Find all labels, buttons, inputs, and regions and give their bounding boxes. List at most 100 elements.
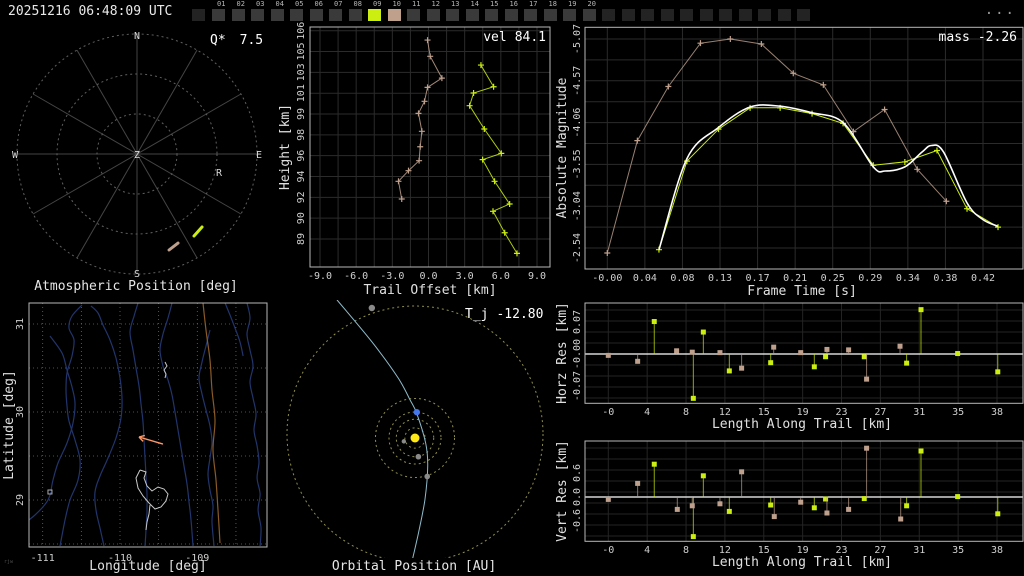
tick-label: 4 [644, 545, 650, 556]
overflow-menu[interactable]: ... [984, 2, 1016, 18]
tick-label: -0 [602, 545, 614, 556]
tick-label: 99 [296, 108, 307, 120]
data-point-marker [501, 229, 508, 236]
panel-horz-residuals: -0 4 8 12 15 19 23 27 31 35 38 0.07 -0.00 -0.07 [572, 302, 1024, 418]
tab-16[interactable]: 16 [504, 0, 524, 24]
tab-02[interactable]: 02 [231, 0, 251, 24]
map-river [29, 491, 52, 521]
residual-point-yellow [861, 496, 867, 502]
compass-south-label: S [134, 269, 140, 280]
tick-label: 19 [797, 407, 809, 418]
tab-17[interactable]: 17 [524, 0, 543, 24]
tab-19[interactable]: 19 [563, 0, 582, 24]
tab-12[interactable]: 12 [426, 0, 446, 24]
tab-10[interactable]: 10 [387, 0, 407, 24]
data-point-marker [697, 40, 704, 47]
tab-08[interactable]: 08 [348, 0, 368, 24]
tab-03[interactable]: 03 [251, 0, 270, 24]
timestamp: 20251216 06:48:09 UTC [8, 4, 173, 19]
tab-13[interactable]: 13 [446, 0, 465, 24]
tick-label: 12 [719, 545, 731, 556]
lightcurve-y-title: Absolute Magnitude [555, 77, 570, 218]
data-point-marker [416, 157, 423, 164]
data-point-marker [491, 178, 498, 185]
tick-label: -6.0 [344, 271, 368, 282]
tick-label: -109 [185, 553, 209, 564]
map-river [129, 303, 148, 547]
ground-track-arrow [138, 436, 164, 445]
tick-label: 9.0 [528, 271, 546, 282]
polar-title: Atmospheric Position [deg] [34, 279, 238, 294]
residual-point-tan [864, 445, 870, 451]
horz-y-title: Horz Res [km] [555, 302, 570, 404]
tick-label: 31 [913, 407, 925, 418]
tick-label: 8 [683, 545, 689, 556]
residual-point-yellow [861, 354, 867, 360]
residual-point-tan [864, 376, 870, 382]
tick-label: 105 [296, 42, 307, 60]
residual-point-yellow [700, 329, 706, 335]
tab-07[interactable]: 07 [329, 0, 348, 24]
tab-15[interactable]: 15 [485, 0, 504, 24]
residual-point-yellow [700, 473, 706, 479]
tab-06[interactable]: 06 [309, 0, 329, 24]
map-urban-outline [135, 469, 169, 510]
tick-label: -4.57 [572, 66, 583, 96]
tab-blank [797, 0, 816, 24]
residual-point-tan [798, 499, 804, 505]
data-point-marker [481, 126, 488, 133]
data-point-marker [489, 208, 496, 215]
tick-label: 0.38 [933, 273, 957, 284]
tick-label: 96 [296, 150, 307, 162]
residual-point-yellow [955, 351, 961, 357]
tick-label: 94 [296, 170, 307, 182]
residual-point-tan [824, 346, 830, 352]
panel-atmospheric-position [16, 33, 258, 275]
data-point-marker [490, 83, 497, 90]
tab-01[interactable]: 01 [212, 0, 231, 24]
residual-point-tan [689, 349, 695, 355]
meteoroid-trajectory [336, 300, 429, 558]
data-point-marker [964, 205, 971, 212]
mass-stat: mass -2.26 [939, 30, 1017, 45]
planet-jupiter [368, 304, 376, 312]
tab-04[interactable]: 04 [270, 0, 290, 24]
tab-20[interactable]: 20 [582, 0, 602, 24]
planet-orbit [374, 397, 456, 479]
data-point-marker [634, 137, 641, 144]
tick-label: 103 [296, 63, 307, 81]
data-point-marker [995, 224, 1002, 231]
residual-point-tan [635, 480, 641, 486]
tick-label: 3.0 [456, 271, 474, 282]
map-river [224, 303, 244, 357]
tab-14[interactable]: 14 [465, 0, 485, 24]
tick-label: -110 [108, 553, 132, 564]
tab-blank [680, 0, 699, 24]
tick-label: 0.6 [572, 464, 583, 482]
residual-point-tan [605, 352, 611, 358]
tick-label: 0.04 [633, 273, 657, 284]
tick-label: -5.07 [572, 24, 583, 54]
tick-label: 0.25 [821, 273, 845, 284]
tick-label: 92 [296, 191, 307, 203]
compass-west-label: W [12, 150, 19, 161]
data-point-marker [665, 83, 672, 90]
vert-y-title: Vert Res [km] [555, 440, 570, 542]
residual-point-tan [635, 358, 641, 364]
planet-orbit [395, 418, 435, 458]
tab-05[interactable]: 05 [290, 0, 309, 24]
residual-point-yellow [811, 364, 817, 370]
residual-point-tan [605, 496, 611, 502]
tab-09[interactable]: 09 [368, 0, 387, 24]
tick-label: 23 [835, 407, 847, 418]
map-urban-outline [145, 504, 151, 531]
tick-label: 38 [991, 545, 1003, 556]
planet-orbit [286, 305, 544, 558]
tab-blank [621, 0, 641, 24]
residual-point-yellow [904, 360, 910, 366]
planet-venus [415, 453, 422, 460]
map-urban-outline [163, 361, 168, 379]
tab-18[interactable]: 18 [543, 0, 563, 24]
tab-11[interactable]: 11 [407, 0, 426, 24]
residual-point-yellow [726, 508, 732, 514]
